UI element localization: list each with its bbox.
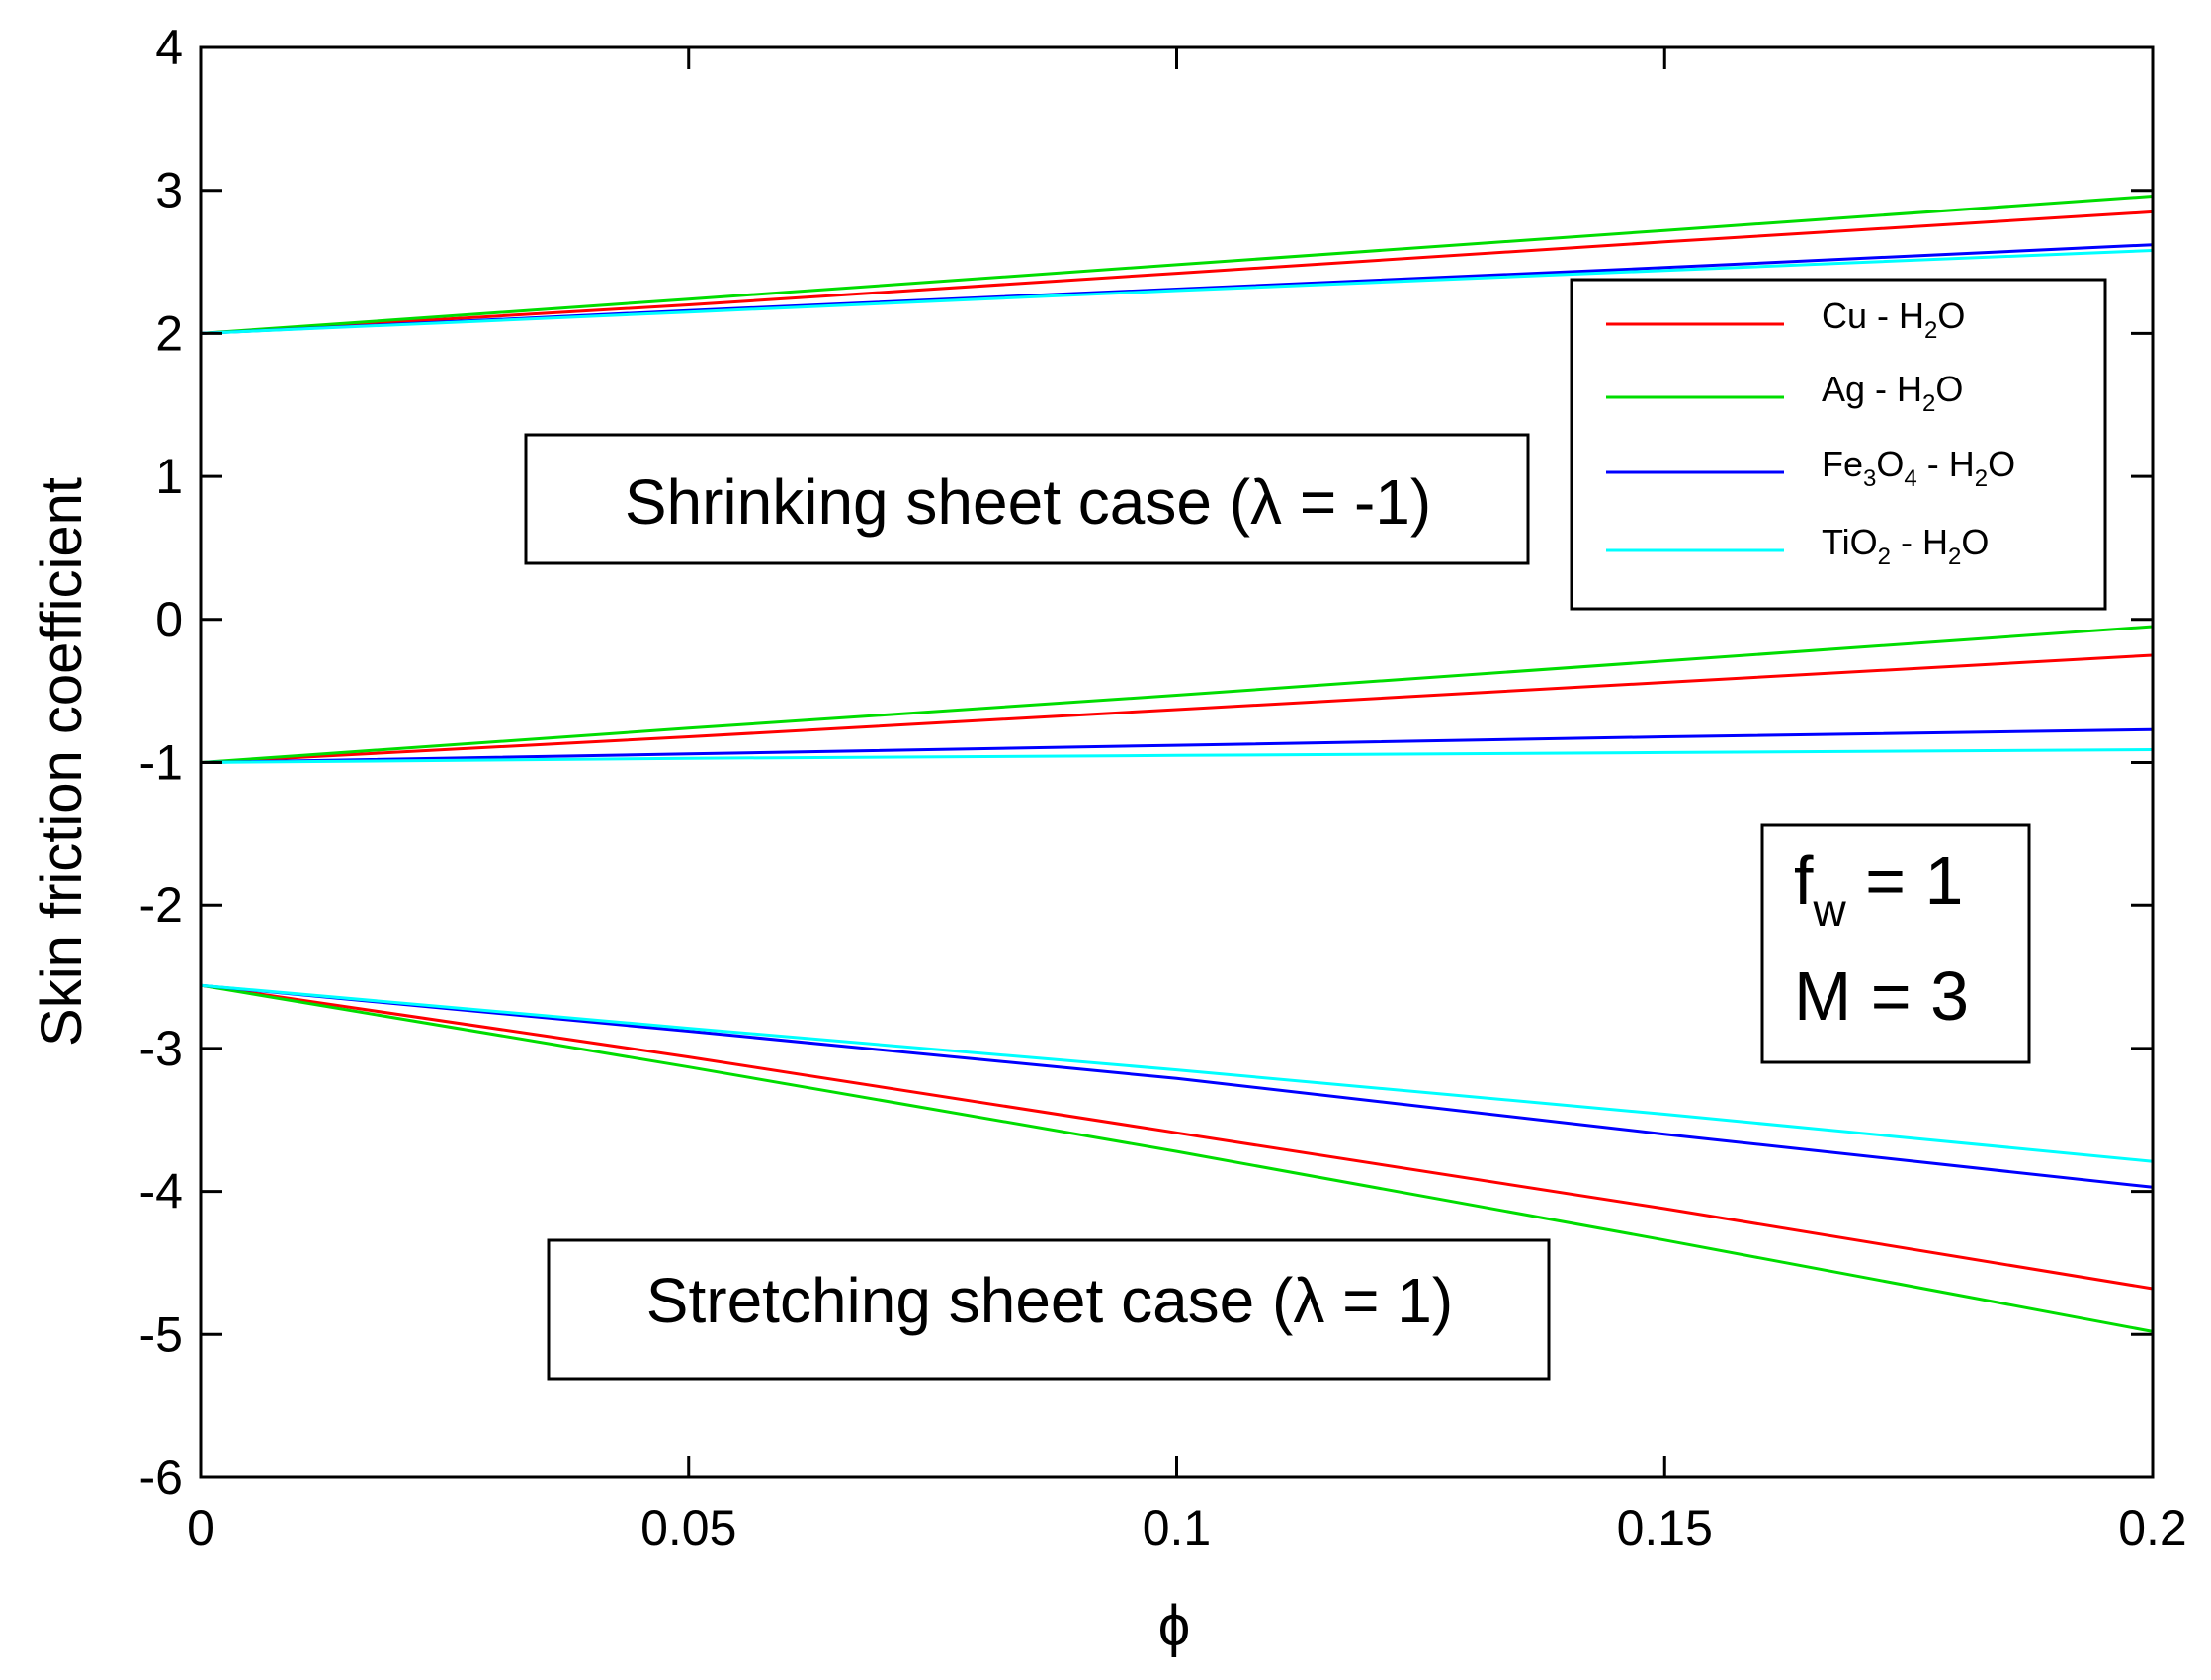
legend-label-ag: Ag - H2O bbox=[1822, 369, 1963, 417]
y-axis-title: Skin friction coefficient bbox=[30, 477, 94, 1047]
legend-label-tio2: TiO2 - H2O bbox=[1822, 522, 1989, 570]
legend-entry-fe3o4: Fe3O4 - H2O bbox=[1606, 444, 2015, 492]
legend: Cu - H2O Ag - H2O Fe3O4 - H2O TiO2 - H2O bbox=[1570, 278, 2107, 611]
tick-layer: 0 0.05 0.1 0.15 0.2 -6 -5 -4 -3 -2 -1 0 1 2 3 4 bbox=[139, 20, 2187, 1555]
stretching-annotation-box bbox=[547, 1238, 1551, 1381]
x-tick-label: 0.05 bbox=[640, 1500, 736, 1555]
series-line-stretching-sheet-case-ag-h2o bbox=[200, 983, 2154, 1333]
series-line-middle-tio2-h2o bbox=[200, 748, 2154, 764]
series-line-middle-ag-h2o bbox=[200, 625, 2154, 764]
x-tick-label: 0.15 bbox=[1617, 1500, 1713, 1555]
series-line-shrinking-sheet-case-ag-h2o bbox=[200, 195, 2154, 335]
y-tick-label: -2 bbox=[139, 878, 183, 933]
shrinking-annotation-box bbox=[524, 433, 1530, 565]
parameter-box bbox=[1760, 823, 2031, 1064]
series-line-stretching-sheet-case-fe3o4-h2o bbox=[200, 983, 2154, 1189]
y-tick-label: 4 bbox=[155, 20, 183, 75]
y-tick-label: 2 bbox=[155, 305, 183, 361]
y-tick-label: 1 bbox=[155, 449, 183, 504]
legend-box bbox=[1570, 278, 2107, 611]
fw-parameter: fw = 1 bbox=[1794, 842, 1963, 936]
x-axis-title: ϕ bbox=[1158, 1594, 1190, 1658]
x-tick-label: 0.2 bbox=[2118, 1500, 2187, 1555]
series-line-shrinking-sheet-case-cu-h2o bbox=[200, 210, 2154, 335]
y-tick-label: -3 bbox=[139, 1021, 183, 1076]
y-tick-label: -1 bbox=[139, 735, 183, 791]
y-tick-label: -6 bbox=[139, 1450, 183, 1505]
x-tick-label: 0 bbox=[187, 1500, 214, 1555]
stretching-annotation-text: Stretching sheet case (λ = 1) bbox=[646, 1265, 1453, 1336]
stretching-annotation: Stretching sheet case (λ = 1) bbox=[547, 1238, 1551, 1381]
x-tick-label: 0.1 bbox=[1143, 1500, 1212, 1555]
shrinking-annotation-text: Shrinking sheet case (λ = -1) bbox=[625, 466, 1431, 538]
parameter-annotation: fw = 1 M = 3 bbox=[1760, 823, 2031, 1064]
series-line-stretching-sheet-case-cu-h2o bbox=[200, 983, 2154, 1291]
y-tick-label: -5 bbox=[139, 1306, 183, 1362]
y-tick-label: 0 bbox=[155, 592, 183, 647]
legend-entry-ag: Ag - H2O bbox=[1606, 369, 1963, 417]
series-line-middle-cu-h2o bbox=[200, 653, 2154, 764]
series-line-middle-fe3o4-h2o bbox=[200, 727, 2154, 764]
y-tick-label: 3 bbox=[155, 163, 183, 218]
shrinking-annotation: Shrinking sheet case (λ = -1) bbox=[524, 433, 1530, 565]
legend-label-fe3o4: Fe3O4 - H2O bbox=[1822, 444, 2015, 492]
legend-label-cu: Cu - H2O bbox=[1822, 295, 1965, 344]
fw-subscript: w bbox=[1812, 884, 1846, 936]
series-line-stretching-sheet-case-tio2-h2o bbox=[200, 983, 2154, 1163]
fw-base: f bbox=[1794, 842, 1814, 919]
y-tick-label: -4 bbox=[139, 1164, 183, 1219]
legend-entry-tio2: TiO2 - H2O bbox=[1606, 522, 1989, 570]
legend-entry-cu: Cu - H2O bbox=[1606, 295, 1965, 344]
m-parameter: M = 3 bbox=[1794, 958, 1969, 1035]
fw-value: = 1 bbox=[1846, 842, 1964, 919]
series-layer bbox=[200, 195, 2154, 1333]
series-line-shrinking-sheet-case-tio2-h2o bbox=[200, 249, 2154, 335]
